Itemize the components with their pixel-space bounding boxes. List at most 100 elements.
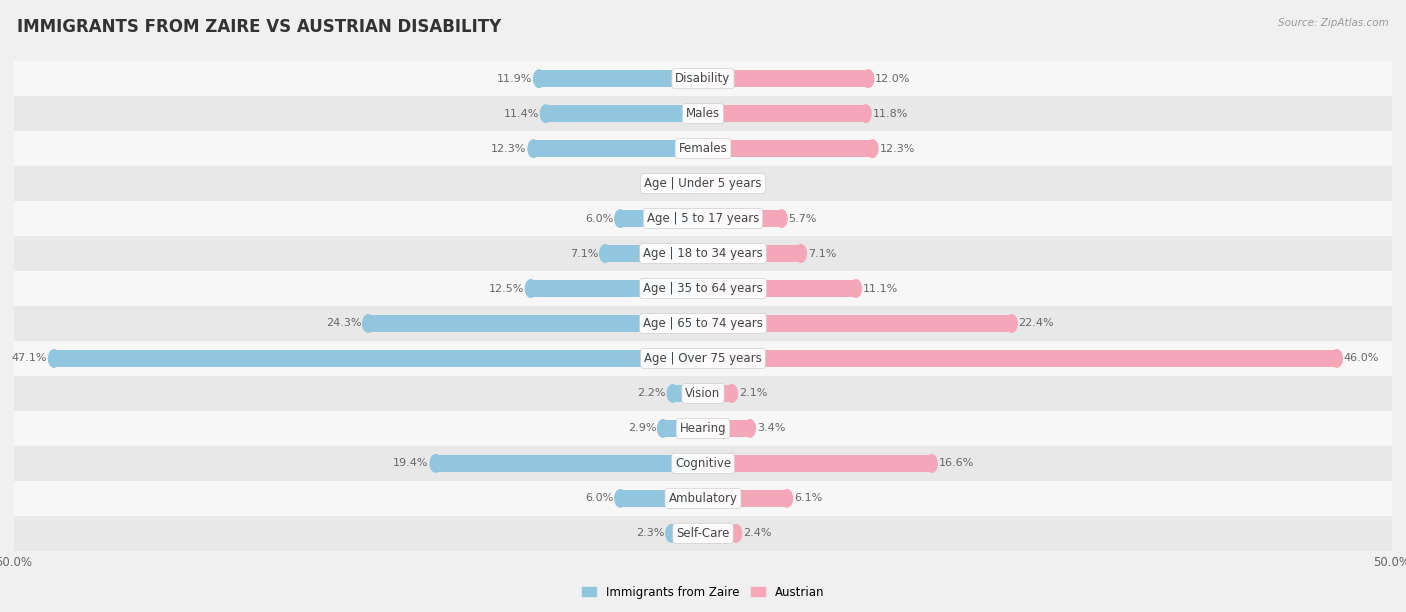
Bar (672, 385, 703, 402)
Text: 47.1%: 47.1% (11, 354, 48, 364)
Bar (703, 524, 737, 542)
Text: Cognitive: Cognitive (675, 457, 731, 470)
Bar (14, 96, 1392, 131)
Text: IMMIGRANTS FROM ZAIRE VS AUSTRIAN DISABILITY: IMMIGRANTS FROM ZAIRE VS AUSTRIAN DISABI… (17, 18, 501, 36)
Ellipse shape (860, 105, 872, 122)
Ellipse shape (868, 140, 877, 157)
Ellipse shape (727, 385, 738, 402)
Bar (368, 315, 703, 332)
Text: 1.4%: 1.4% (730, 179, 758, 188)
Ellipse shape (927, 455, 938, 472)
Bar (14, 201, 1392, 236)
Text: Vision: Vision (685, 387, 721, 400)
Bar (14, 306, 1392, 341)
Ellipse shape (744, 420, 755, 437)
Text: Hearing: Hearing (679, 422, 727, 435)
Text: 12.0%: 12.0% (875, 73, 911, 84)
Ellipse shape (526, 280, 536, 297)
Bar (703, 140, 873, 157)
Bar (14, 481, 1392, 516)
Bar (703, 245, 801, 263)
Text: 12.3%: 12.3% (491, 144, 527, 154)
Text: Source: ZipAtlas.com: Source: ZipAtlas.com (1278, 18, 1389, 28)
Bar (533, 140, 703, 157)
Ellipse shape (666, 524, 676, 542)
Bar (14, 61, 1392, 96)
Bar (703, 420, 749, 437)
Text: 6.0%: 6.0% (585, 214, 613, 223)
Bar (688, 175, 703, 192)
Text: 22.4%: 22.4% (1018, 318, 1054, 329)
Bar (703, 385, 733, 402)
Text: Age | 35 to 64 years: Age | 35 to 64 years (643, 282, 763, 295)
Bar (14, 341, 1392, 376)
Text: 12.5%: 12.5% (488, 283, 524, 294)
Bar (14, 516, 1392, 551)
Text: Age | Over 75 years: Age | Over 75 years (644, 352, 762, 365)
Text: Age | 18 to 34 years: Age | 18 to 34 years (643, 247, 763, 260)
Text: 2.4%: 2.4% (742, 528, 772, 539)
Bar (14, 411, 1392, 446)
Text: Ambulatory: Ambulatory (668, 492, 738, 505)
Text: 11.1%: 11.1% (863, 283, 898, 294)
Ellipse shape (717, 175, 728, 192)
Text: 24.3%: 24.3% (326, 318, 361, 329)
Bar (703, 349, 1337, 367)
Ellipse shape (614, 490, 626, 507)
Bar (546, 105, 703, 122)
Bar (703, 490, 787, 507)
Text: 5.7%: 5.7% (789, 214, 817, 223)
Bar (664, 420, 703, 437)
Bar (703, 455, 932, 472)
Bar (671, 524, 703, 542)
Ellipse shape (851, 280, 862, 297)
Bar (531, 280, 703, 297)
Text: 11.4%: 11.4% (503, 109, 538, 119)
Text: 12.3%: 12.3% (879, 144, 915, 154)
Ellipse shape (363, 315, 374, 332)
Text: Age | 5 to 17 years: Age | 5 to 17 years (647, 212, 759, 225)
Bar (14, 446, 1392, 481)
Text: Disability: Disability (675, 72, 731, 85)
Ellipse shape (540, 105, 551, 122)
Text: Males: Males (686, 107, 720, 120)
Text: 2.1%: 2.1% (738, 389, 768, 398)
Bar (14, 131, 1392, 166)
Text: 1.1%: 1.1% (652, 179, 681, 188)
Text: 11.8%: 11.8% (873, 109, 908, 119)
Text: 2.9%: 2.9% (627, 424, 657, 433)
Ellipse shape (731, 524, 741, 542)
Bar (14, 236, 1392, 271)
Ellipse shape (599, 245, 610, 263)
Text: Females: Females (679, 142, 727, 155)
Bar (703, 280, 856, 297)
Text: Age | Under 5 years: Age | Under 5 years (644, 177, 762, 190)
Text: 19.4%: 19.4% (394, 458, 429, 468)
Ellipse shape (668, 385, 678, 402)
Text: 6.1%: 6.1% (794, 493, 823, 503)
Bar (14, 376, 1392, 411)
Bar (703, 315, 1012, 332)
Ellipse shape (430, 455, 441, 472)
Ellipse shape (1331, 349, 1343, 367)
Text: 46.0%: 46.0% (1344, 354, 1379, 364)
Bar (620, 490, 703, 507)
Bar (436, 455, 703, 472)
Ellipse shape (796, 245, 807, 263)
Legend: Immigrants from Zaire, Austrian: Immigrants from Zaire, Austrian (578, 581, 828, 603)
Text: 7.1%: 7.1% (569, 248, 599, 258)
Ellipse shape (776, 210, 787, 227)
Text: 11.9%: 11.9% (496, 73, 531, 84)
Bar (14, 166, 1392, 201)
Ellipse shape (529, 140, 538, 157)
Bar (53, 349, 703, 367)
Ellipse shape (658, 420, 669, 437)
Text: 3.4%: 3.4% (756, 424, 785, 433)
Text: 2.3%: 2.3% (636, 528, 665, 539)
Ellipse shape (48, 349, 59, 367)
Text: 16.6%: 16.6% (939, 458, 974, 468)
Text: 6.0%: 6.0% (585, 493, 613, 503)
Text: Self-Care: Self-Care (676, 527, 730, 540)
Ellipse shape (682, 175, 693, 192)
Bar (703, 210, 782, 227)
